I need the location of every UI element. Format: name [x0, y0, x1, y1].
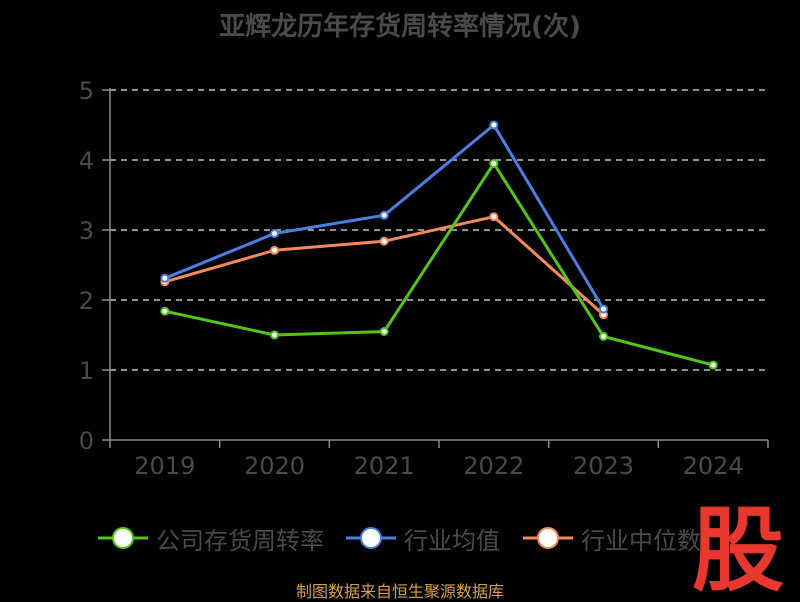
x-tick-labels: 2019 2020 2021 2022 2023 2024	[134, 452, 743, 480]
legend-item-industry-mean[interactable]: 行业均值	[346, 520, 500, 556]
y-tick-label: 2	[79, 287, 94, 315]
legend-item-company[interactable]: 公司存货周转率	[98, 520, 324, 556]
data-point[interactable]	[160, 306, 170, 316]
legend-label: 公司存货周转率	[156, 526, 324, 555]
y-tick-label: 0	[79, 427, 94, 455]
watermark-logo: 股	[692, 498, 784, 594]
series-1	[160, 120, 608, 314]
y-tick-label: 3	[79, 217, 94, 245]
legend-label: 行业中位数	[581, 526, 701, 555]
legend-marker-icon	[346, 527, 396, 549]
legend-marker-icon	[98, 527, 148, 549]
source-note: 制图数据来自恒生聚源数据库	[295, 582, 504, 601]
legend-marker-icon	[523, 527, 573, 549]
data-point[interactable]	[379, 327, 389, 336]
data-point[interactable]	[489, 120, 499, 130]
data-point[interactable]	[270, 330, 279, 340]
series-line	[164, 162, 714, 367]
data-point[interactable]	[599, 304, 608, 314]
y-tick-label: 1	[79, 357, 94, 385]
watermark-glyph: 股	[692, 498, 784, 594]
x-tick-label: 2022	[463, 452, 524, 480]
data-point[interactable]	[160, 273, 170, 283]
x-tick-label: 2021	[354, 452, 415, 480]
y-tick-label: 4	[79, 147, 94, 175]
legend-label: 行业均值	[404, 526, 500, 555]
legend-item-industry-median[interactable]: 行业中位数	[523, 520, 701, 556]
series-lines	[160, 120, 718, 370]
data-point[interactable]	[379, 236, 389, 246]
data-point[interactable]	[489, 212, 499, 222]
data-point[interactable]	[599, 331, 608, 341]
series-0	[160, 159, 718, 370]
data-point[interactable]	[270, 245, 279, 255]
axes	[102, 88, 769, 448]
y-tick-labels: 0 1 2 3 4 5	[79, 77, 94, 455]
x-tick-label: 2019	[134, 452, 195, 480]
series-2	[160, 212, 608, 320]
x-tick-label: 2020	[244, 452, 305, 480]
data-point[interactable]	[270, 229, 279, 238]
data-point[interactable]	[489, 159, 499, 168]
y-tick-label: 5	[79, 77, 94, 105]
chart-title: 亚辉龙历年存货周转率情况(次)	[219, 12, 581, 42]
data-point[interactable]	[708, 360, 718, 370]
x-tick-label: 2023	[573, 452, 634, 480]
data-point[interactable]	[379, 210, 389, 220]
x-tick-label: 2024	[683, 452, 744, 480]
